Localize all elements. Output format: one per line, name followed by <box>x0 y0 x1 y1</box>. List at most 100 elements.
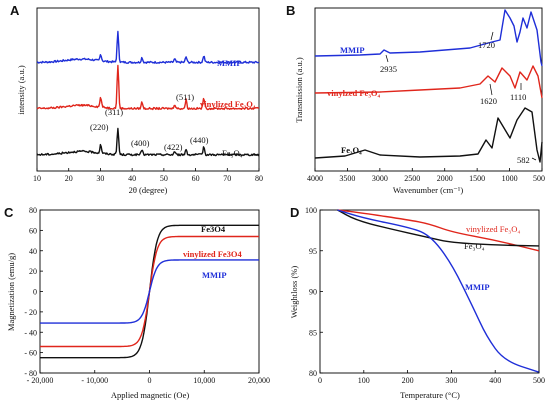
panel-a: A 10 20 30 40 50 60 70 80 2θ (degree) in… <box>10 3 263 195</box>
series-line-vinylized-fe3o4 <box>314 65 543 99</box>
series-line-mmip <box>314 9 543 67</box>
panel-a-series <box>36 30 260 171</box>
panel-a-label: A <box>10 3 20 18</box>
panel-a-legend-mmip: MMIP <box>217 58 242 68</box>
panel-b-xtick: 500 <box>533 174 545 183</box>
panel-d-ytick: 90 <box>309 288 317 297</box>
panel-b-xtick: 4000 <box>307 174 323 183</box>
panel-b-annotation-1620: 1620 <box>480 96 497 106</box>
panel-a-annotation-511: (511) <box>176 92 194 102</box>
panel-c-ytick: - 80 <box>24 369 37 378</box>
panel-b-xtick: 2000 <box>437 174 453 183</box>
panel-c-ytick: 20 <box>29 267 37 276</box>
panel-a-annotation-422: (422) <box>164 142 183 152</box>
panel-b: B 4000 3500 3000 2500 2000 1500 1000 500… <box>286 3 545 195</box>
panel-d-ytick: 95 <box>309 247 317 256</box>
panel-d-legend-vinyl: vinylized Fe₃O₄ <box>466 224 520 234</box>
panel-a-xtick: 20 <box>65 174 73 183</box>
panel-d-label: D <box>290 205 299 220</box>
panel-c-ytick: 80 <box>29 206 37 215</box>
series-line-vinylized-fe3o4 <box>337 209 540 252</box>
panel-d-series <box>337 209 540 373</box>
panel-c-xtick: - 10,000 <box>81 376 108 385</box>
series-line-fe3o4 <box>314 107 543 163</box>
panel-b-series <box>314 9 543 171</box>
panel-a-xtick: 80 <box>255 174 263 183</box>
panel-d-ytick: 100 <box>305 206 317 215</box>
arrow-582 <box>531 157 537 161</box>
panel-b-annotation-582: 582 <box>517 155 530 165</box>
panel-d-xtick: 300 <box>445 376 457 385</box>
panel-a-annotation-440: (440) <box>190 135 209 145</box>
panel-c-ytick: - 20 <box>24 308 37 317</box>
panel-a-legend-vinyl: vinylized Fe₃O₄ <box>200 99 256 109</box>
panel-c-xtick: 20,000 <box>248 376 270 385</box>
panel-c-legend-fe: Fe3O4 <box>201 224 226 234</box>
series-line-fe3o4 <box>337 209 540 247</box>
arrow-1720 <box>490 31 494 41</box>
panel-d-frame <box>319 209 540 374</box>
panel-c: C 80 60 40 20 0 - 20 - 40 - 60 - 80 - 20,000 - 10… <box>4 205 270 400</box>
panel-a-frame <box>36 7 260 172</box>
arrow-1620 <box>489 83 493 96</box>
panel-c-xlabel: Applied magnetic (Oe) <box>111 390 190 400</box>
panel-a-annotation-220: (220) <box>90 122 109 132</box>
panel-d: D 100 95 90 85 80 0 100 200 300 400 500 Temperatu… <box>289 205 545 400</box>
panel-d-legend-fe: Fe₃O₄ <box>464 241 485 251</box>
panel-b-xticks: 4000 3500 3000 2500 2000 1500 1000 500 <box>307 174 545 183</box>
panel-b-arrows <box>385 31 537 161</box>
panel-b-annotation-1110: 1110 <box>510 92 526 102</box>
panel-d-xtick: 500 <box>533 376 545 385</box>
panel-c-legend-vinyl: vinylized Fe3O4 <box>183 249 243 259</box>
panel-d-legend-mmip: MMIP <box>465 282 490 292</box>
panel-d-xtick: 200 <box>402 376 414 385</box>
panel-d-yticks: 100 95 90 85 80 <box>305 206 323 378</box>
panel-a-xtick: 50 <box>160 174 168 183</box>
series-line-mmip <box>337 209 540 373</box>
panel-b-xtick: 1500 <box>469 174 485 183</box>
panel-c-ytick: - 40 <box>24 328 37 337</box>
series-line-vinylized-fe3o4 <box>36 64 259 111</box>
panel-a-xtick: 60 <box>192 174 200 183</box>
panel-b-xtick: 2500 <box>404 174 420 183</box>
panel-c-ylabel: Magnetization (emu/g) <box>6 253 16 331</box>
panel-b-annotation-2935: 2935 <box>380 64 397 74</box>
panel-b-xtick: 1000 <box>502 174 518 183</box>
panel-c-xticks: - 20,000 - 10,000 0 10,000 20,000 <box>27 370 270 385</box>
panel-d-ytick: 80 <box>309 369 317 378</box>
arrow-2935 <box>385 54 389 63</box>
panel-b-legend-fe: Fe₃O₄ <box>341 145 362 155</box>
panel-c-ytick: 60 <box>29 226 37 235</box>
panel-b-xtick: 3000 <box>372 174 388 183</box>
panel-a-xticks: 10 20 30 40 50 60 70 80 <box>33 174 263 183</box>
panel-b-label: B <box>286 3 295 18</box>
panel-c-label: C <box>4 205 14 220</box>
panel-c-xtick: 10,000 <box>193 376 215 385</box>
panel-c-ytick: - 60 <box>24 349 37 358</box>
panel-b-legend-vinyl: vinylzed Fe₃O₄ <box>327 88 380 98</box>
panel-a-legend-fe: Fe₃O₄ <box>222 148 243 158</box>
panel-c-yticks: 80 60 40 20 0 - 20 - 40 - 60 - 80 <box>24 206 43 378</box>
panel-b-xtick: 3500 <box>339 174 355 183</box>
panel-a-annotation-311: (311) <box>105 107 123 117</box>
panel-a-xtick: 40 <box>128 174 136 183</box>
series-line-mmip <box>40 259 259 324</box>
panel-a-xtick: 30 <box>96 174 104 183</box>
panel-b-xlabel: Wavenumber (cm⁻¹) <box>393 185 463 195</box>
panel-a-ylabel: intensity (a.u.) <box>16 65 26 115</box>
panel-b-annotation-1720: 1720 <box>478 40 495 50</box>
series-line-fe3o4 <box>36 127 260 157</box>
panel-d-ytick: 85 <box>309 328 317 337</box>
panel-b-legend-mmip: MMIP <box>340 45 365 55</box>
panel-d-ylabel: Weightloss (%) <box>289 266 299 319</box>
panel-c-xtick: - 20,000 <box>27 376 54 385</box>
panel-a-xtick: 10 <box>33 174 41 183</box>
panel-c-legend-mmip: MMIP <box>202 270 227 280</box>
panel-c-ytick: 0 <box>33 288 37 297</box>
panel-c-ytick: 40 <box>29 247 37 256</box>
series-line-mmip <box>36 30 260 64</box>
panel-d-xlabel: Temperature (°C) <box>400 390 460 400</box>
panel-b-ylabel: Transmission (a.u.) <box>294 57 304 123</box>
panel-d-xtick: 400 <box>489 376 501 385</box>
